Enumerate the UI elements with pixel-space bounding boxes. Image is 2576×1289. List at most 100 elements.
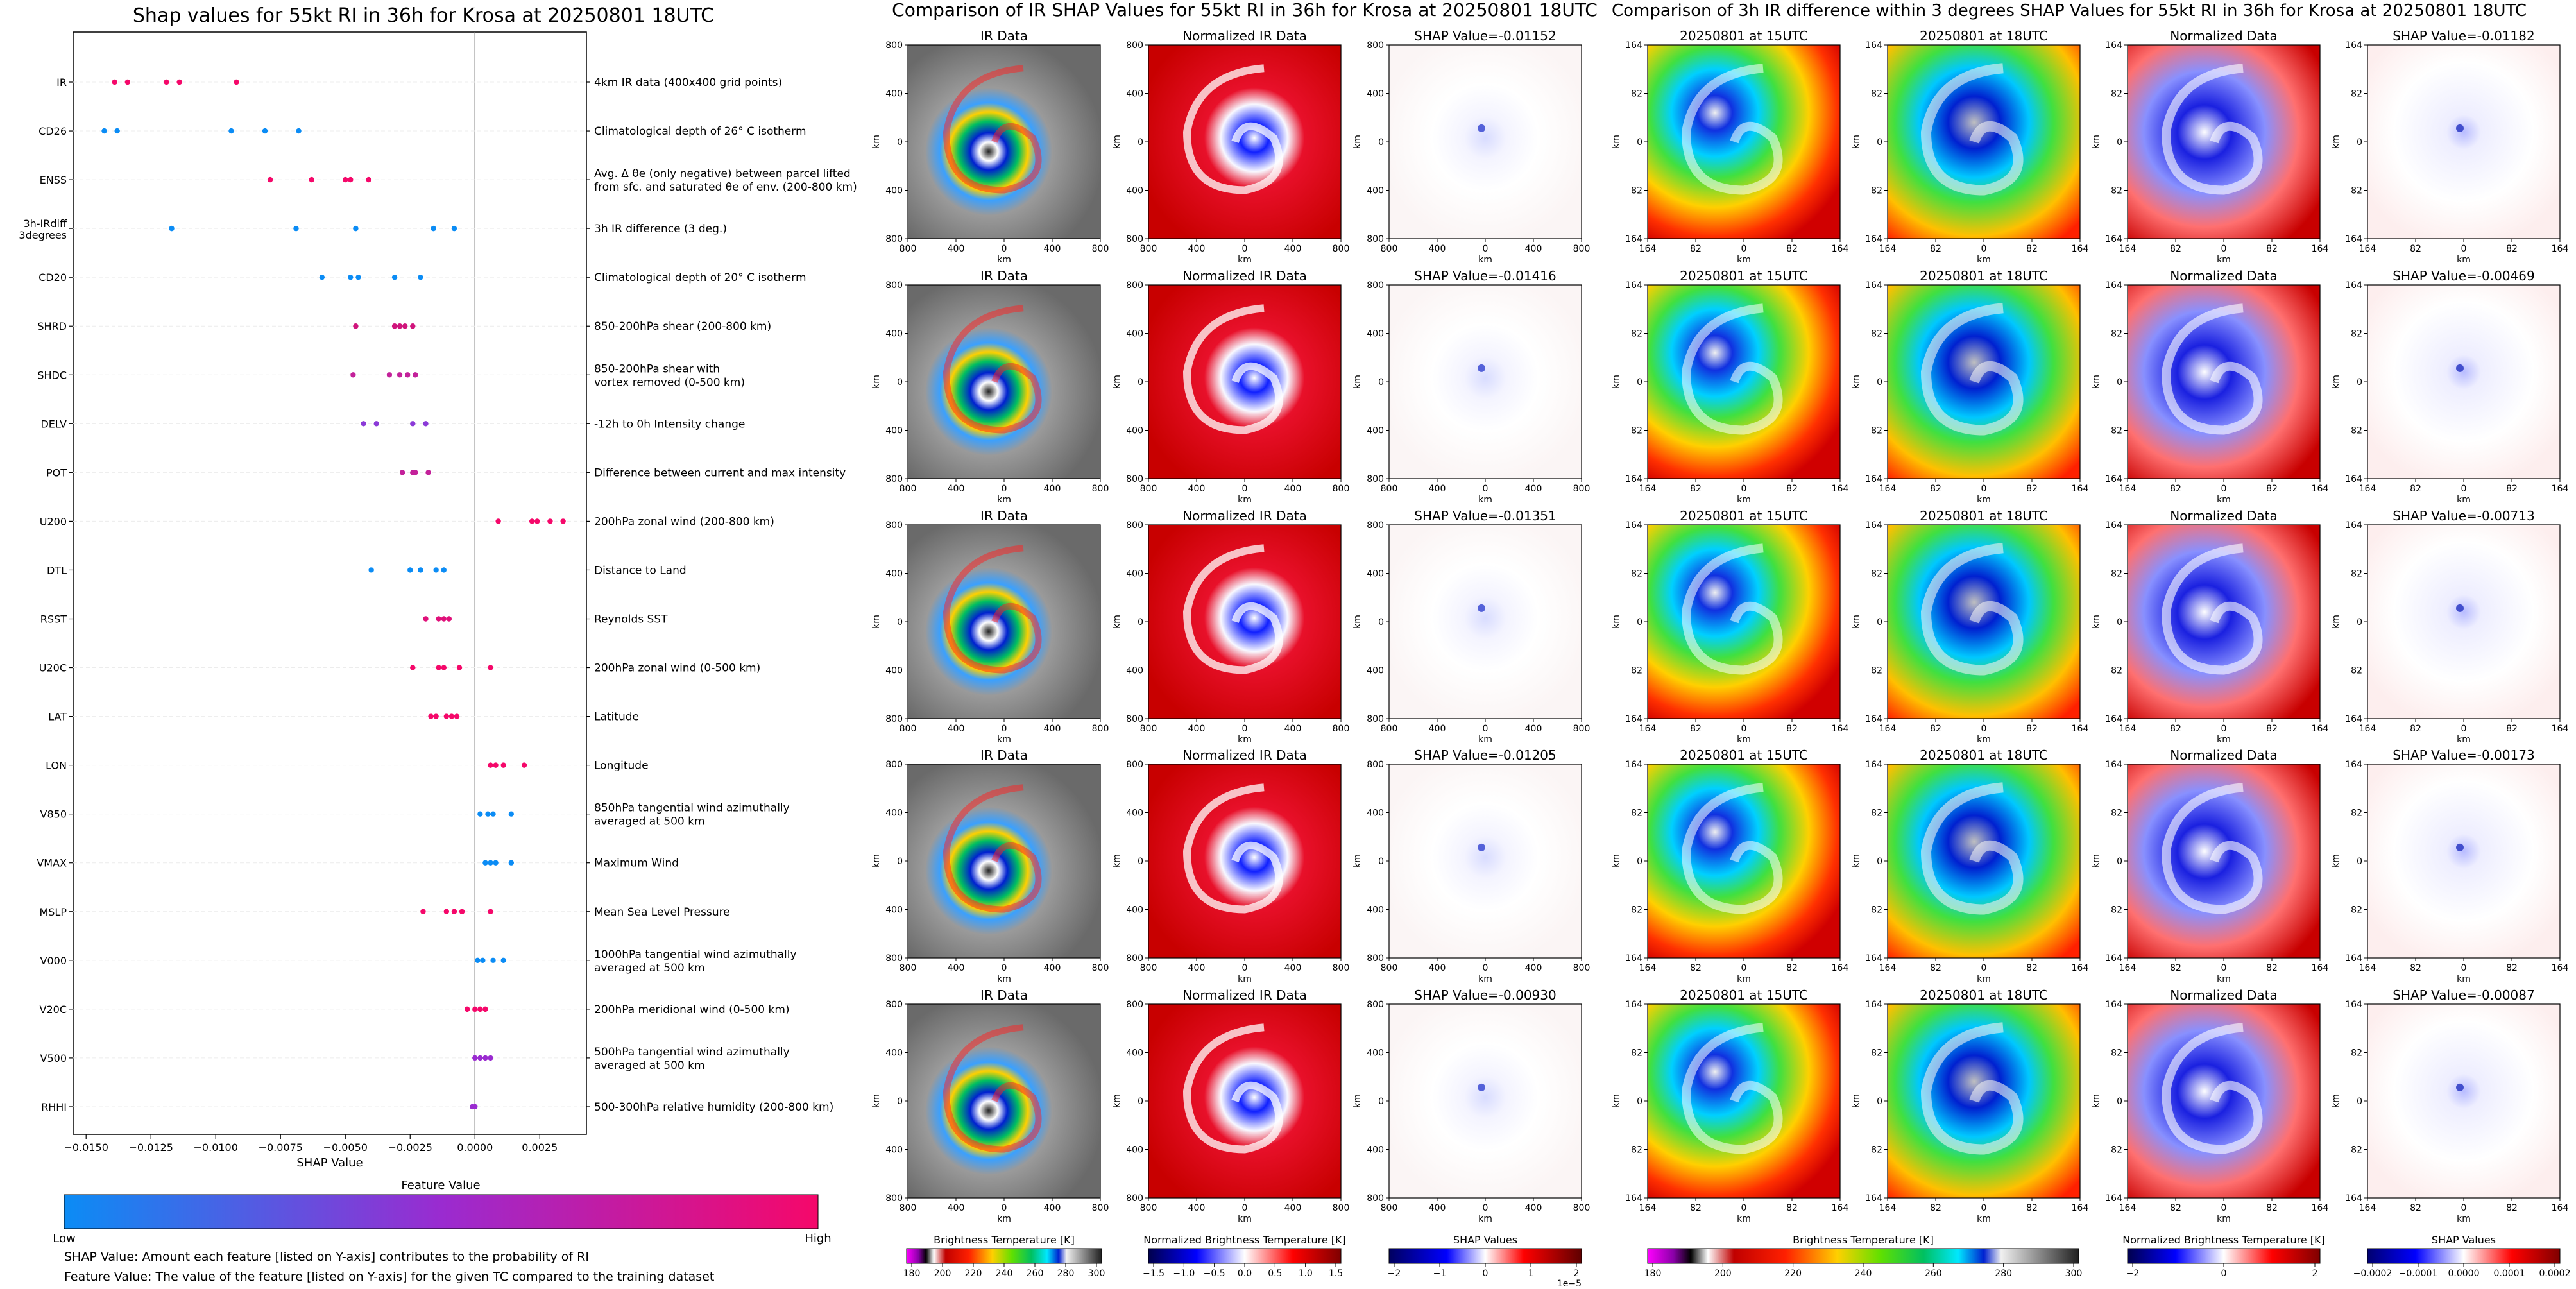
panel-y-tick-label: 400 bbox=[1126, 426, 1143, 436]
feature-value-colorbar: Feature Value Low High SHAP Value: Amoun… bbox=[53, 1179, 831, 1284]
shap-point bbox=[418, 567, 423, 573]
panel-x-tick-label: 164 bbox=[1639, 484, 1657, 494]
feature-description: Maximum Wind bbox=[594, 857, 679, 870]
panel-y-tick-label: 82 bbox=[2111, 426, 2122, 436]
panel-x-tick-label: 164 bbox=[2552, 724, 2569, 734]
panel-x-axis-label: km bbox=[1238, 255, 1252, 265]
colorbar-tick-label: 0.0 bbox=[1238, 1268, 1252, 1279]
panel-x-tick-label: 164 bbox=[2552, 963, 2569, 973]
panel-y-tick-label: 82 bbox=[1871, 1048, 1882, 1059]
colorbar-tick-label: 200 bbox=[934, 1268, 951, 1279]
shap-center bbox=[1478, 1083, 1485, 1091]
colorbar-gradient bbox=[1148, 1248, 1342, 1264]
panel-y-axis-label: km bbox=[1851, 615, 1861, 629]
panel-x-tick-label: 800 bbox=[1333, 484, 1350, 494]
panel-x-axis-label: km bbox=[1977, 974, 1991, 984]
panel-x-tick-label: 400 bbox=[1525, 244, 1542, 254]
cloud-band bbox=[1182, 304, 1283, 434]
feature-description: Distance to Land bbox=[594, 564, 687, 577]
panel-y-tick-label: 82 bbox=[1631, 426, 1642, 436]
colorbar-tick-label: 2 bbox=[1574, 1268, 1580, 1279]
panel-x-tick-label: 82 bbox=[2266, 484, 2278, 494]
shap-point bbox=[547, 518, 553, 524]
shap-point bbox=[456, 665, 463, 670]
panel-image bbox=[908, 1004, 1100, 1198]
panel-x-tick-label: 400 bbox=[1284, 724, 1302, 734]
panel-x-axis-label: km bbox=[1977, 255, 1991, 265]
panel-image bbox=[1148, 285, 1341, 479]
cloud-band bbox=[943, 784, 1042, 913]
shap-point bbox=[425, 470, 431, 475]
colorbar-tick-label: −0.0002 bbox=[2353, 1268, 2393, 1279]
panel-y-tick-label: 800 bbox=[885, 953, 903, 964]
shap-point bbox=[490, 811, 496, 817]
panel-x-tick-label: 800 bbox=[1092, 484, 1109, 494]
panel-y-tick-label: 0 bbox=[897, 377, 903, 388]
shap-point bbox=[441, 567, 447, 573]
shap-point bbox=[431, 225, 436, 232]
panel-x-tick-label: 164 bbox=[1879, 484, 1897, 494]
panel-y-tick-label: 0 bbox=[1877, 137, 1882, 148]
panel-x-tick-label: 164 bbox=[2552, 484, 2569, 494]
panel-image bbox=[1648, 45, 1840, 239]
panel-y-tick-label: 400 bbox=[1367, 569, 1384, 579]
panel-y-tick-label: 400 bbox=[885, 666, 903, 676]
cloud-band bbox=[1182, 64, 1283, 194]
panel-x-tick-label: 400 bbox=[1284, 484, 1302, 494]
panel-x-tick-label: 400 bbox=[1044, 244, 1061, 254]
panel-y-tick-label: 0 bbox=[2117, 137, 2122, 148]
shap-point bbox=[114, 128, 120, 134]
panel-x-tick-label: 82 bbox=[2410, 963, 2421, 973]
shap-point bbox=[355, 274, 361, 280]
panel-x-axis-label: km bbox=[1737, 974, 1751, 984]
panel-y-tick-label: 82 bbox=[1871, 905, 1882, 916]
shap-center bbox=[1478, 364, 1485, 372]
shap-point bbox=[454, 713, 460, 719]
panel-y-axis-label: km bbox=[1112, 854, 1122, 868]
feature-description: 200hPa meridional wind (0-500 km) bbox=[594, 1003, 790, 1016]
panel-y-tick-label: 82 bbox=[2351, 1145, 2362, 1156]
shap-point bbox=[488, 665, 493, 670]
panel-y-tick-label: 400 bbox=[885, 1048, 903, 1059]
panel-x-tick-label: 0 bbox=[1242, 244, 1248, 254]
panel-title: SHAP Value=-0.01416 bbox=[1414, 268, 1556, 284]
panel-x-tick-label: 82 bbox=[1786, 963, 1798, 973]
panel-y-tick-label: 82 bbox=[2351, 905, 2362, 916]
panel-image bbox=[1648, 764, 1840, 958]
panel-y-tick-label: 800 bbox=[885, 234, 903, 244]
panel-x-axis-label: km bbox=[2457, 1214, 2471, 1224]
panel-y-tick-label: 400 bbox=[1367, 329, 1384, 339]
feature-description: 850hPa tangential wind azimuthally bbox=[594, 802, 790, 815]
panel-x-axis-label: km bbox=[1737, 255, 1751, 265]
panel-x-tick-label: 82 bbox=[1786, 484, 1798, 494]
panel-image bbox=[1389, 1004, 1582, 1198]
panel-x-tick-label: 800 bbox=[1092, 724, 1109, 734]
panel-y-tick-label: 400 bbox=[885, 426, 903, 436]
colorbar-tick-label: 280 bbox=[1995, 1268, 2012, 1279]
shap-point bbox=[488, 860, 493, 866]
panel-x-axis-label: km bbox=[997, 735, 1011, 745]
x-tick-label: 0.0000 bbox=[457, 1141, 493, 1154]
panel-y-tick-label: 400 bbox=[1126, 329, 1143, 339]
panel-image bbox=[2128, 45, 2320, 239]
panel-image bbox=[1888, 525, 2080, 719]
shap-point bbox=[436, 616, 441, 622]
colorbar-tick-label: −0.0001 bbox=[2399, 1268, 2438, 1279]
cloud-band bbox=[1681, 543, 1783, 675]
panel-y-tick-label: 164 bbox=[2345, 234, 2362, 244]
colorbar-tick-label: 1 bbox=[1528, 1268, 1534, 1279]
colorbar-tick-label: 220 bbox=[1784, 1268, 1802, 1279]
colorbar-tick-label: 200 bbox=[1714, 1268, 1732, 1279]
panel-y-tick-label: 0 bbox=[1877, 1097, 1882, 1107]
shap-point bbox=[343, 176, 348, 183]
panel-y-tick-label: 82 bbox=[2111, 569, 2122, 579]
panel-x-tick-label: 400 bbox=[948, 1203, 965, 1213]
panel-x-tick-label: 0 bbox=[1981, 484, 1987, 494]
shap-point bbox=[169, 225, 175, 232]
feature-label: ENSS bbox=[40, 174, 67, 186]
panel-x-tick-label: 400 bbox=[1429, 1203, 1446, 1213]
panel-x-tick-label: 400 bbox=[1188, 244, 1206, 254]
cloud-band bbox=[1182, 783, 1283, 914]
panel-y-tick-label: 400 bbox=[1126, 905, 1143, 916]
panel-y-tick-label: 400 bbox=[885, 1145, 903, 1156]
